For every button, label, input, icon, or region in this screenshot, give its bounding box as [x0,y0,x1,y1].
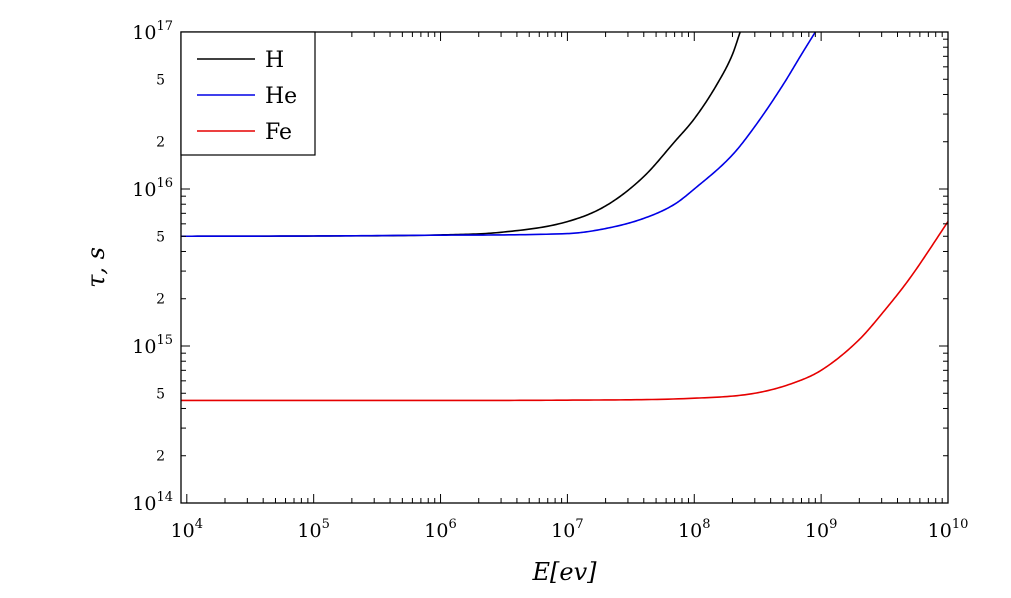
legend: H He Fe [180,31,316,156]
x-tick-label: 109 [805,517,837,542]
legend-label-fe: Fe [265,120,292,145]
plot-frame [180,31,949,504]
y-minor-tick-label: 5 [156,229,165,245]
x-tick-label: 104 [171,517,203,542]
legend-label-h: H [265,48,284,73]
y-tick-label: 1015 [132,333,173,358]
y-minor-tick-label: 2 [156,292,165,308]
y-minor-tick-label: 2 [156,449,165,465]
y-tick-label: 1017 [132,19,173,44]
x-axis-label: E[ev] [531,558,597,586]
x-tick-label: 108 [678,517,710,542]
series-layer [181,32,948,402]
y-axis-label: τ, s [82,247,110,288]
y-tick-label: 1014 [132,490,173,515]
legend-box [180,31,316,156]
series-line-fe [181,221,948,402]
y-minor-tick-label: 5 [156,386,165,402]
labels-layer: 104 105 106 107 108 109 1010 1014 1015 1016 1017 2 5… [132,19,968,542]
y-tick-label: 1016 [132,176,173,201]
y-minor-tick-label: 5 [156,72,165,88]
x-tick-label: 105 [297,517,329,542]
y-minor-tick-label: 2 [156,135,165,151]
x-tick-label: 1010 [928,517,969,542]
series-line-he [181,32,817,238]
x-tick-label: 107 [551,517,583,542]
x-tick-label: 106 [424,517,456,542]
legend-label-he: He [265,84,297,109]
